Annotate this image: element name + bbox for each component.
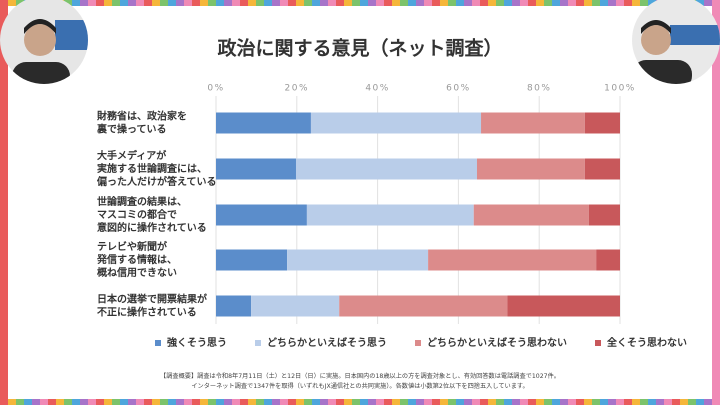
category-label: 発信する情報は、 (96, 253, 177, 266)
bar-segment (287, 249, 429, 271)
category-label: 意図的に操作されている (97, 221, 207, 234)
category-label: 不正に操作されている (97, 306, 197, 319)
category-label: テレビや新聞が (97, 240, 168, 253)
webcam-left (0, 0, 88, 84)
legend-label: どちらかといえばそう思わない (427, 336, 567, 349)
bar-segment (481, 112, 585, 134)
bar-segment (216, 112, 311, 134)
bar-segment (588, 204, 620, 226)
legend-label: どちらかといえばそう思う (267, 336, 387, 349)
category-label: 裏で操っている (96, 123, 167, 136)
x-tick-label: 100% (604, 84, 636, 94)
note: インターネット調査で1347件を取得（いずれもJX通信社との共同実施）。各数値は… (191, 382, 528, 390)
category-label: 偏った人だけが答えている (96, 175, 217, 188)
bar-segment (295, 158, 477, 180)
bar-segment (216, 158, 296, 180)
category-label: 概ね信用できない (97, 266, 177, 279)
bar-segment (596, 249, 620, 271)
panel (8, 6, 712, 399)
chart-title: 政治に関する意見（ネット調査） (217, 37, 502, 60)
bar-segment (339, 295, 508, 317)
bar-segment (310, 112, 482, 134)
legend-swatch (595, 340, 601, 346)
bar-segment (473, 204, 589, 226)
legend-swatch (415, 340, 421, 346)
bar-segment (216, 295, 252, 317)
bar-segment (428, 249, 597, 271)
category-label: 日本の選挙で開票結果が (97, 293, 208, 306)
legend-swatch (255, 340, 261, 346)
webcam-right (632, 0, 720, 84)
bar-segment (306, 204, 474, 226)
legend-label: 強くそう思う (167, 336, 227, 349)
legend-label: 全くそう思わない (607, 336, 687, 349)
category-label: 財務省は、政治家を (96, 110, 187, 123)
x-tick-label: 80% (527, 84, 552, 94)
bar-segment (216, 249, 288, 271)
bar-segment (251, 295, 340, 317)
category-label: 世論調査の結果は、 (97, 195, 187, 208)
x-tick-label: 40% (365, 84, 390, 94)
category-label: マスコミの都合で (97, 208, 177, 221)
bar-segment (476, 158, 585, 180)
bar-segment (584, 112, 620, 134)
category-label: 大手メディアが (97, 149, 167, 162)
bar-segment (507, 295, 620, 317)
bar-segment (584, 158, 620, 180)
legend-swatch (155, 340, 161, 346)
x-tick-label: 0% (207, 84, 224, 94)
category-label: 実施する世論調査には、 (97, 162, 207, 175)
bar-segment (216, 204, 307, 226)
x-tick-label: 20% (285, 84, 310, 94)
note: 【調査概要】調査は令和8年7月11日（土）と12日（日）に実施。日本国内の18歳… (160, 372, 560, 380)
x-tick-label: 60% (446, 84, 471, 94)
